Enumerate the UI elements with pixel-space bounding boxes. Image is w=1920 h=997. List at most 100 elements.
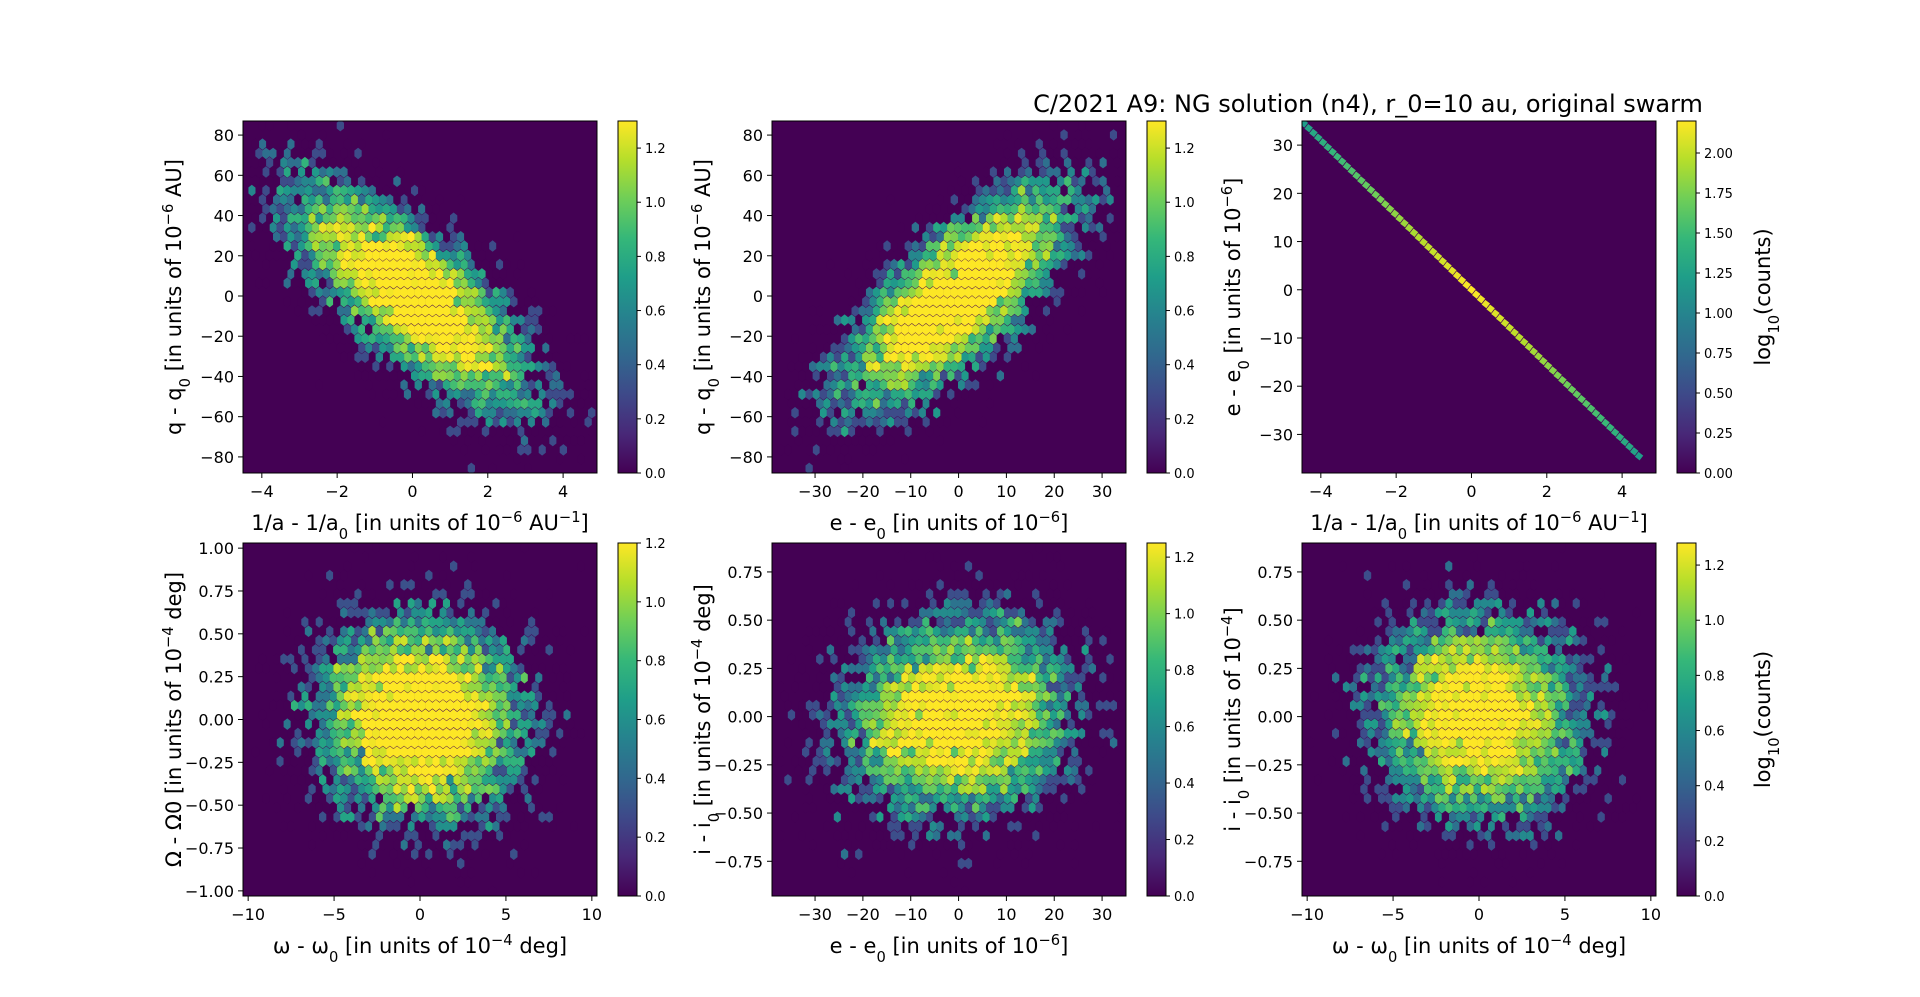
hexbin-cell	[1523, 597, 1531, 610]
hexbin-cell	[908, 746, 916, 758]
hexbin-cell	[1032, 699, 1040, 712]
hexbin-cell	[904, 332, 912, 345]
hexbin-cell	[1473, 616, 1481, 628]
hexbin-cell	[1473, 820, 1481, 833]
hexbin-cell	[538, 737, 546, 749]
hexbin-cell	[929, 249, 937, 262]
hexbin-cell	[549, 397, 557, 410]
hexbin-cell	[453, 258, 461, 271]
hexbin-cell	[584, 379, 592, 391]
hexbin-cell	[262, 147, 270, 160]
hexbin-cell	[1010, 184, 1019, 197]
hexbin-cell	[340, 295, 348, 308]
hexbin-cell	[326, 203, 334, 215]
hexbin-cell	[1003, 606, 1012, 619]
hexbin-cell	[513, 397, 521, 410]
hexbin-cell	[485, 305, 493, 317]
hexbin-cell	[865, 397, 873, 410]
hexbin-cell	[1347, 166, 1356, 176]
hexbin-cell	[1555, 718, 1563, 730]
hexbin-cell	[961, 184, 969, 197]
hexbin-cell	[1053, 147, 1061, 160]
hexbin-cell	[1035, 156, 1043, 169]
hexbin-cell	[961, 829, 969, 842]
hexbin-cell	[932, 681, 941, 693]
colorbar-tick-label: 1.2	[645, 537, 666, 552]
hexbin-cell	[1540, 792, 1549, 805]
hexbin-cell	[879, 671, 888, 684]
hexbin-cell	[386, 746, 394, 758]
hexbin-cell	[1544, 820, 1552, 833]
hexbin-cell	[812, 388, 820, 400]
hexbin-cell	[467, 644, 475, 656]
hexbin-cell	[350, 597, 359, 610]
hexbin-cell	[929, 597, 937, 610]
hexbin-cell	[1007, 231, 1015, 243]
hexbin-cell	[872, 653, 881, 665]
hexbin-cell	[361, 681, 369, 693]
hexbin-cell	[464, 653, 472, 665]
hexbin-cell	[446, 755, 454, 768]
hexbin-cell	[1328, 755, 1336, 768]
hexbin-cell	[1530, 783, 1538, 795]
hexbin-cell	[890, 240, 898, 252]
hexbin-cell	[1591, 409, 1601, 418]
hexbin-cell	[287, 121, 295, 132]
hexbin-cell	[471, 634, 479, 647]
hexbin-cell	[943, 305, 951, 317]
hexbin-cell	[1088, 166, 1096, 178]
hexbin-cell	[982, 681, 990, 693]
hexbin-cell	[837, 671, 845, 684]
hexbin-cell	[488, 644, 497, 656]
hexbin-cell	[982, 258, 990, 271]
hexbin-cell	[1452, 597, 1460, 610]
hexbin-cell	[432, 792, 440, 805]
hexbin-cell	[1014, 690, 1022, 702]
hexbin-cell	[319, 221, 327, 234]
x-tick-label: −10	[894, 482, 928, 501]
hexbin-cell	[929, 212, 937, 224]
hexbin-cell	[823, 342, 831, 354]
hexbin-cell	[982, 240, 990, 252]
hexbin-cell	[542, 416, 550, 428]
hexbin-cell	[869, 332, 877, 345]
hexbin-cell	[297, 184, 306, 197]
hexbin-cell	[876, 295, 884, 308]
hexbin-cell	[964, 560, 973, 572]
hexbin-cell	[869, 755, 877, 768]
hexbin-cell	[294, 121, 302, 132]
hexbin-cell	[1519, 337, 1529, 347]
hexbin-cell	[947, 829, 955, 842]
hexbin-cell	[922, 690, 930, 702]
hexbin-cell	[414, 579, 422, 591]
hexbin-cell	[1448, 644, 1457, 656]
hexbin-cell	[982, 792, 990, 805]
hexbin-cell	[1523, 560, 1531, 572]
hexbin-cell	[1028, 231, 1036, 243]
hexbin-cell	[496, 774, 504, 786]
hexbin-cell	[1021, 746, 1029, 758]
hexbin-cell	[1028, 323, 1036, 336]
hexbin-cell	[993, 802, 1001, 814]
hexbin-cell	[1003, 625, 1012, 637]
hexbin-cell	[407, 597, 415, 610]
hexbin-cell	[379, 802, 387, 814]
hexbin-cell	[865, 360, 873, 373]
hexbin-cell	[1361, 180, 1371, 190]
hexbin-cell	[1349, 681, 1357, 693]
hexbin-cell	[1512, 569, 1520, 582]
hexbin-cell	[527, 323, 536, 336]
hexbin-cell	[964, 634, 973, 647]
hexbin-cell	[979, 671, 987, 684]
hexbin-cell	[911, 314, 919, 326]
hexbin-cell	[851, 727, 859, 740]
hexbin-cell	[403, 737, 412, 749]
hexbin-cell	[1618, 699, 1626, 712]
hexbin-cell	[908, 671, 916, 684]
hexbin-cell	[499, 634, 507, 647]
hexbin-cell	[1399, 681, 1407, 693]
hexbin-cell	[326, 737, 334, 749]
hexbin-cell	[375, 681, 383, 693]
hexbin-cell	[287, 653, 295, 665]
hexbin-cell	[787, 416, 796, 428]
